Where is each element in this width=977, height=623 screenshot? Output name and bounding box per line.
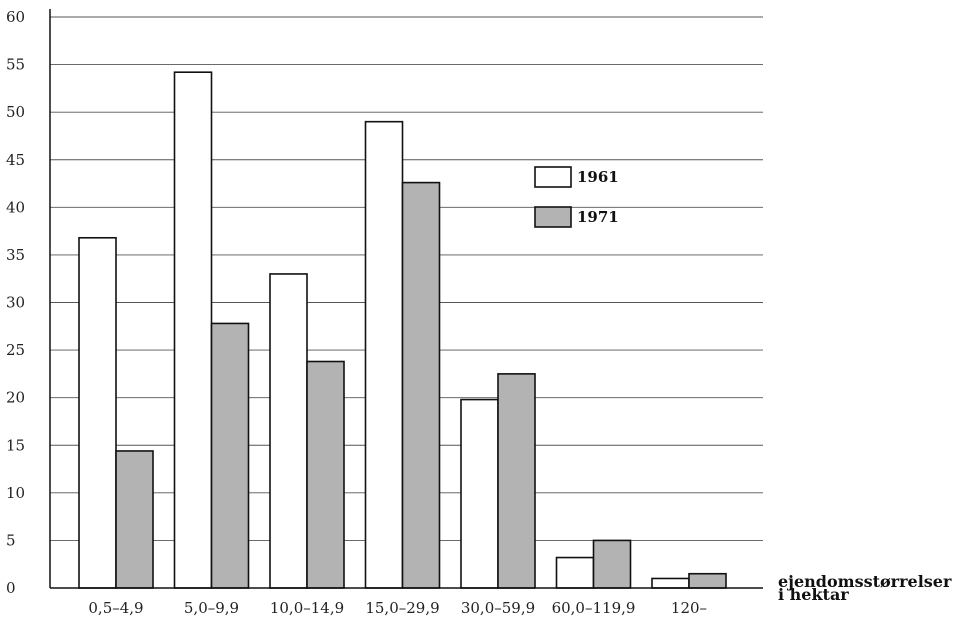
legend: 1961 1971 bbox=[534, 166, 619, 228]
y-tick-label: 40 bbox=[6, 198, 25, 216]
x-tick-label: 0,5–4,9 bbox=[88, 599, 143, 617]
y-axis-ticks: 0 5 10 15 20 25 30 35 40 45 50 55 60 bbox=[6, 8, 25, 597]
x-axis-title: ejendomsstørrelser i hektar bbox=[778, 572, 952, 604]
y-tick-label: 60 bbox=[6, 8, 25, 26]
x-tick-label: 30,0–59,9 bbox=[461, 599, 535, 617]
x-tick-label: 120– bbox=[671, 599, 707, 617]
y-tick-label: 50 bbox=[6, 103, 25, 121]
y-tick-label: 55 bbox=[6, 56, 25, 74]
bar-1971-0 bbox=[115, 450, 154, 589]
y-tick-label: 10 bbox=[6, 484, 25, 502]
x-axis-title-line-2: i hektar bbox=[778, 585, 849, 604]
y-tick-label: 0 bbox=[6, 579, 16, 597]
x-tick-label: 60,0–119,9 bbox=[552, 599, 636, 617]
bar-1971-1 bbox=[210, 322, 250, 589]
y-tick-label: 25 bbox=[6, 341, 25, 359]
legend-swatch-1961 bbox=[534, 166, 572, 188]
bar-1961-0 bbox=[78, 236, 117, 589]
y-tick-label: 35 bbox=[6, 246, 25, 264]
x-axis-categories: 0,5–4,9 5,0–9,9 10,0–14,9 15,0–29,9 30,0–59,… bbox=[88, 599, 707, 617]
y-tick-label: 20 bbox=[6, 389, 25, 407]
y-tick-label: 5 bbox=[6, 531, 16, 549]
bar-1961-3 bbox=[364, 120, 404, 589]
bars bbox=[78, 71, 727, 589]
bar-1961-2 bbox=[269, 273, 308, 589]
bar-1971-2 bbox=[306, 360, 345, 589]
y-tick-label: 30 bbox=[6, 294, 25, 312]
legend-label-1961: 1961 bbox=[577, 168, 619, 186]
bar-1961-6 bbox=[651, 577, 690, 589]
y-tick-label: 45 bbox=[6, 151, 25, 169]
legend-swatch-1971 bbox=[534, 206, 572, 228]
bar-1971-4 bbox=[497, 373, 536, 589]
bar-1971-5 bbox=[592, 539, 632, 589]
x-tick-label: 5,0–9,9 bbox=[184, 599, 239, 617]
bar-1971-3 bbox=[401, 181, 441, 589]
x-axis-title-line-1: ejendomsstørrelser bbox=[778, 572, 952, 591]
y-tick-label: 15 bbox=[6, 436, 25, 454]
bar-1971-6 bbox=[688, 572, 727, 589]
bar-1961-1 bbox=[173, 71, 213, 589]
legend-label-1971: 1971 bbox=[577, 208, 619, 226]
bar-1961-5 bbox=[555, 556, 595, 589]
x-tick-label: 15,0–29,9 bbox=[365, 599, 439, 617]
x-tick-label: 10,0–14,9 bbox=[270, 599, 344, 617]
bar-1961-4 bbox=[460, 398, 499, 589]
